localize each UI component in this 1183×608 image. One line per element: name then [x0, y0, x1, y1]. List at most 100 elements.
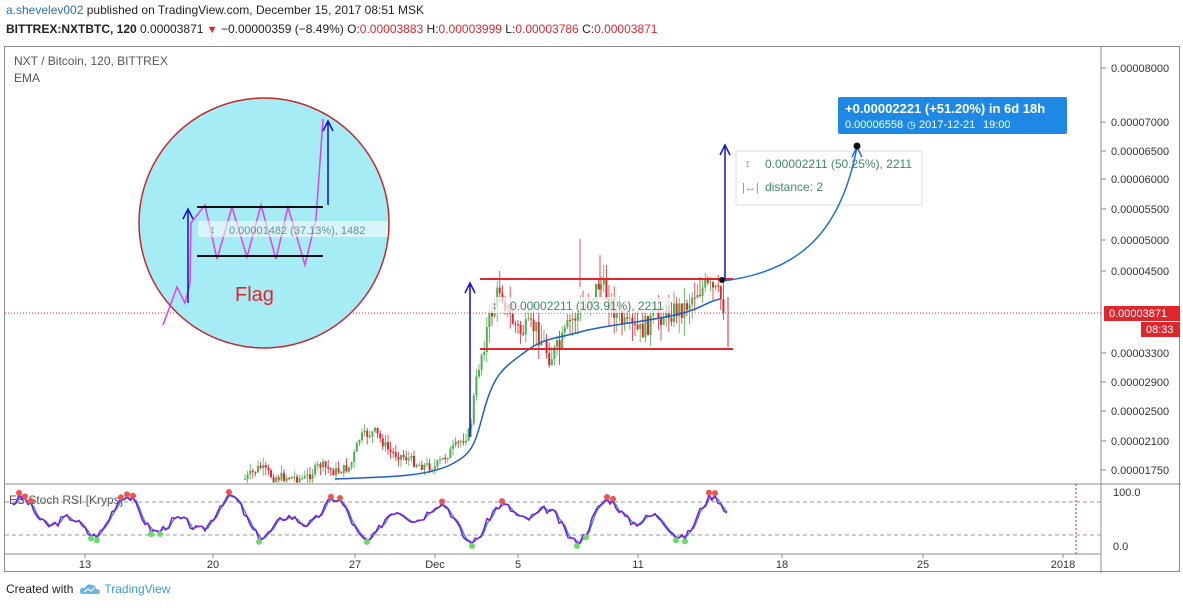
tradingview-link[interactable]: TradingView [79, 582, 170, 596]
candle-body [662, 317, 665, 325]
oversold-dot [94, 537, 100, 544]
overbought-dot [706, 489, 712, 496]
candle-body [402, 455, 405, 458]
candle-body [522, 333, 525, 335]
price-tick-label: 0.00001750 [1111, 465, 1169, 477]
forecast-time: 19:00 [983, 119, 1011, 131]
candle-body [272, 477, 275, 482]
candle-body [641, 323, 644, 338]
candle-body [714, 285, 717, 288]
oversold-dot [88, 535, 94, 542]
oversold-dot [574, 542, 580, 549]
overbought-dot [328, 493, 334, 500]
candle-body [483, 352, 486, 355]
candle-body [270, 470, 272, 478]
price-tick-label: 0.00005000 [1111, 235, 1169, 247]
price-tick-label: 0.00003300 [1111, 348, 1169, 360]
candle-body [277, 477, 280, 480]
time-tick-label: 5 [515, 559, 521, 571]
ohlc-bar: BITTREX:NXTBTC, 120 0.00003871 ▼ −0.0000… [6, 22, 657, 36]
chart-canvas[interactable]: NXT / Bitcoin, 120, BITTREX EMA ↕ 0.0000… [5, 47, 1181, 573]
chart-frame[interactable]: NXT / Bitcoin, 120, BITTREX EMA ↕ 0.0000… [4, 46, 1181, 573]
price-tick-label: 0.00002100 [1111, 436, 1169, 448]
candle-body [709, 282, 712, 284]
overbought-dot [337, 495, 343, 502]
candle-body [693, 297, 696, 299]
candle-body [472, 395, 475, 424]
forecast-box[interactable] [838, 97, 1067, 134]
symbol-label: BITTREX:NXTBTC, 120 [6, 22, 137, 36]
candle-body [496, 287, 499, 306]
candle-body [691, 297, 694, 305]
candle-body [444, 457, 447, 460]
candle-body [631, 317, 634, 324]
arrow-head-icon [322, 119, 334, 132]
inset-measure-text: 0.00001482 (37.13%), 1482 [229, 225, 365, 237]
candle-body [379, 433, 382, 439]
candle-body [519, 324, 522, 334]
candle-body [288, 478, 291, 480]
candle-body [644, 315, 647, 338]
candle-body [337, 468, 340, 473]
candle-body [488, 311, 491, 328]
candle-body [348, 467, 350, 472]
oversold-dot [364, 538, 370, 545]
candle-body [475, 376, 478, 396]
high-label: H: [426, 22, 439, 36]
candle-body [602, 278, 605, 285]
candle-body [615, 311, 618, 318]
candle-body [392, 451, 395, 453]
time-tick-label: 18 [776, 559, 788, 571]
candle-body [376, 427, 379, 434]
author-link[interactable]: a.shevelev002 [6, 3, 84, 17]
stoch-scale-top: 100.0 [1113, 487, 1141, 499]
price-tick-label: 0.00008000 [1111, 63, 1169, 75]
candle-body [626, 317, 629, 319]
candle-body [634, 323, 636, 325]
candle-body [249, 470, 252, 475]
overbought-dot [22, 493, 28, 500]
oversold-dot [583, 534, 589, 541]
created-with-text: Created with [6, 582, 74, 596]
candle-body [345, 464, 348, 472]
candle-body [397, 456, 400, 460]
candle-body [511, 313, 514, 324]
candle-body [257, 465, 259, 473]
time-axis[interactable]: 13 20 27 Dec 5 11 18 25 2018 [79, 484, 1077, 571]
price-axis[interactable]: 0.00008000 0.00007000 0.00006500 0.00006000… [1101, 63, 1169, 477]
forecast-origin[interactable] [719, 277, 725, 283]
candle-body [371, 431, 374, 436]
candle-body [423, 464, 426, 470]
candle-body [485, 327, 488, 353]
candle-body [244, 478, 246, 480]
candle-body [335, 468, 337, 476]
candle-body [540, 341, 543, 346]
candle-body [329, 468, 332, 470]
candle-body [262, 464, 265, 469]
candle-body [649, 315, 652, 335]
candle-body [283, 472, 285, 481]
candle-body [433, 466, 436, 470]
candle-body [436, 460, 439, 467]
candle-body [563, 327, 566, 333]
candle-body [280, 472, 283, 480]
candle-body [428, 463, 431, 471]
candle-body [290, 476, 293, 479]
range-measure-icon: ↕ [492, 300, 498, 312]
candle-body [717, 285, 720, 287]
candle-body [298, 478, 301, 483]
candle-body [374, 427, 376, 432]
candle-body [530, 318, 532, 320]
candle-body [264, 464, 267, 468]
candle-body [446, 458, 449, 460]
forecast-point[interactable] [853, 142, 861, 150]
open-label: O: [347, 22, 360, 36]
candle-body [296, 476, 298, 483]
overbought-dot [499, 498, 505, 505]
stoch-dots [16, 489, 718, 549]
candle-body [678, 303, 681, 317]
candle-body [353, 451, 356, 463]
publish-info: a.shevelev002 published on TradingView.c… [6, 3, 424, 17]
candle-body [595, 283, 597, 299]
candle-body [415, 464, 418, 467]
